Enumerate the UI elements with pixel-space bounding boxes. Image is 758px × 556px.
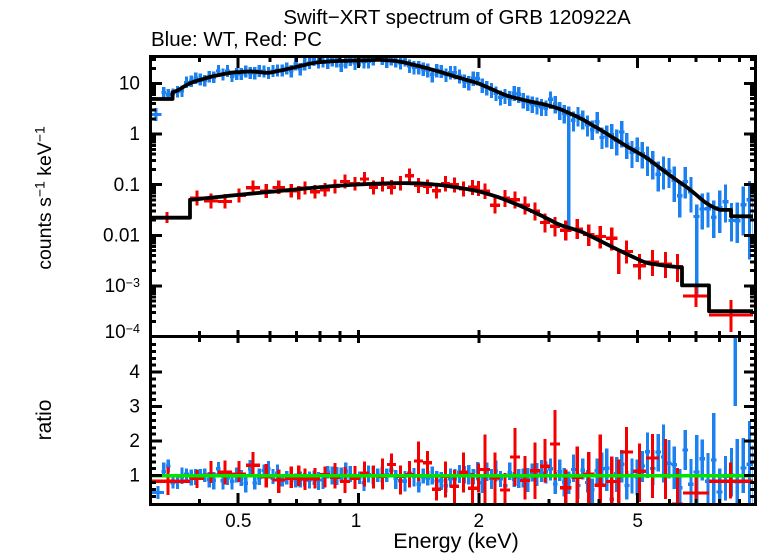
svg-text:3: 3 bbox=[129, 397, 140, 418]
svg-text:counts s−1 keV−1: counts s−1 keV−1 bbox=[32, 126, 57, 270]
svg-text:1: 1 bbox=[351, 511, 362, 532]
svg-text:1: 1 bbox=[129, 466, 140, 487]
svg-text:0.01: 0.01 bbox=[103, 225, 140, 246]
svg-text:ratio: ratio bbox=[33, 400, 56, 441]
svg-text:4: 4 bbox=[129, 362, 140, 383]
svg-text:0.5: 0.5 bbox=[225, 511, 251, 532]
svg-text:5: 5 bbox=[632, 511, 643, 532]
svg-text:Blue: WT, Red: PC: Blue: WT, Red: PC bbox=[151, 28, 322, 51]
svg-text:1: 1 bbox=[129, 124, 140, 145]
svg-text:2: 2 bbox=[129, 431, 140, 452]
svg-text:Swift−XRT spectrum of GRB 1209: Swift−XRT spectrum of GRB 120922A bbox=[283, 6, 631, 29]
svg-text:0.1: 0.1 bbox=[114, 175, 140, 196]
svg-text:2: 2 bbox=[474, 511, 485, 532]
svg-text:10: 10 bbox=[119, 74, 140, 95]
svg-text:Energy (keV): Energy (keV) bbox=[393, 529, 518, 553]
